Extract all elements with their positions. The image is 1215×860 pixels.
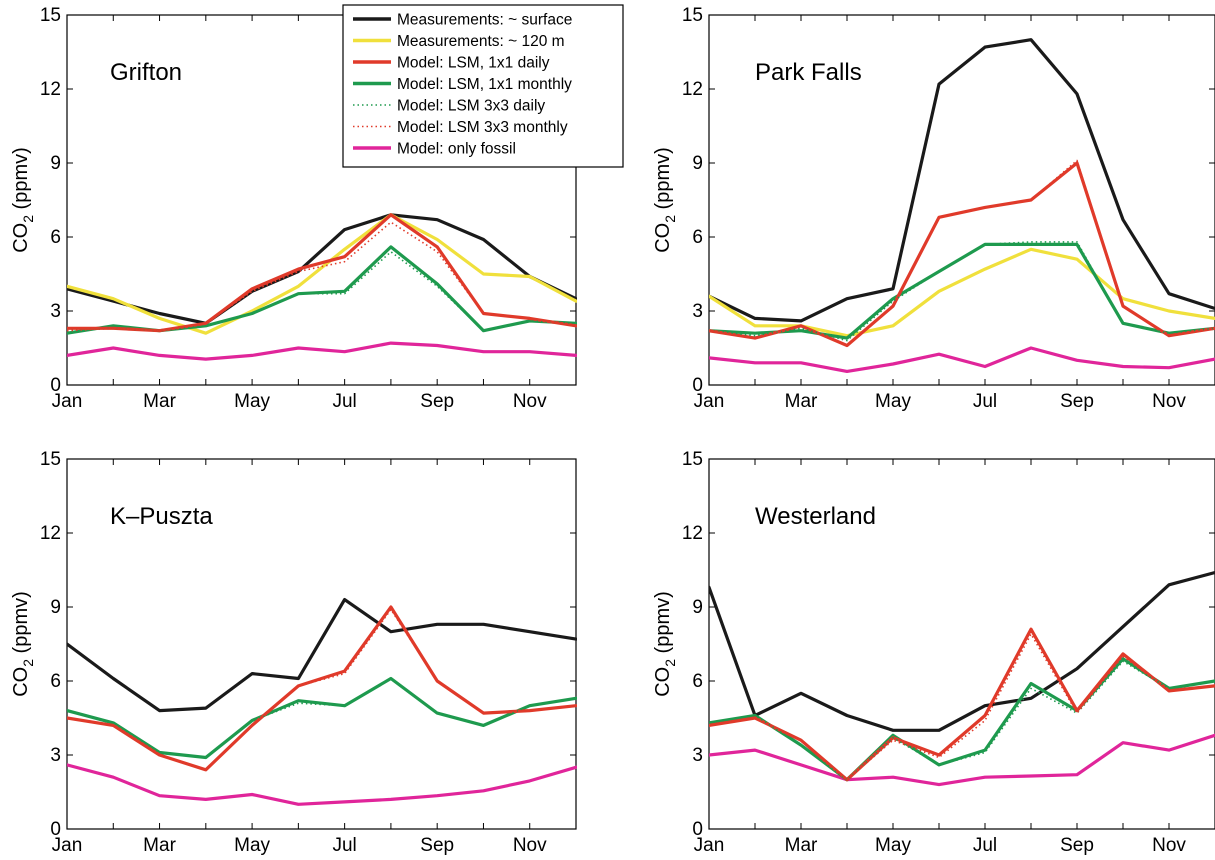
- y-tick-label: 0: [50, 819, 61, 840]
- y-tick-label: 3: [50, 301, 61, 322]
- x-tick-label: Mar: [785, 835, 818, 856]
- series-line-model-lsm-1x1-monthly: [709, 242, 1215, 340]
- series-line-model-lsm-1x1-daily: [67, 605, 577, 772]
- y-tick-label: 15: [40, 449, 61, 470]
- legend-label-model-lsm-1x1-monthly: Model: LSM, 1x1 monthly: [397, 76, 572, 93]
- legend-label-measurements-120-m: Measurements: ~ 120 m: [397, 33, 565, 50]
- x-tick-label: Sep: [1060, 835, 1094, 856]
- series-line-measurements-120-m: [709, 247, 1215, 338]
- series-line-model-lsm-1x1-monthly: [709, 657, 1215, 782]
- y-tick-label: 6: [692, 227, 703, 248]
- station-title: Grifton: [110, 59, 182, 86]
- x-tick-label: Nov: [513, 835, 547, 856]
- panel-park-falls: 0 3 6 9 12 15 Jan Mar May Jul Sep Nov CO2 (ppmv) Park…: [652, 5, 1215, 412]
- series-line-model-lsm-3x3-daily: [709, 660, 1215, 781]
- plot-frame: [708, 458, 1215, 830]
- series-group: [67, 213, 577, 361]
- x-tick-label: Sep: [420, 391, 454, 412]
- y-tick-label: 9: [50, 153, 61, 174]
- y-tick-label: 3: [692, 745, 703, 766]
- y-tick-label: 15: [682, 449, 703, 470]
- series-line-model-lsm-1x1-daily: [709, 627, 1215, 782]
- x-tick-label: May: [234, 835, 270, 856]
- series-line-model-lsm-3x3-monthly: [709, 633, 1215, 781]
- y-axis-label: CO2 (ppmv): [652, 591, 678, 697]
- y-tick-label: 9: [692, 153, 703, 174]
- y-tick-label: 9: [50, 597, 61, 618]
- series-group: [67, 597, 577, 806]
- series-line-model-only-fossil: [709, 346, 1215, 373]
- y-tick-label: 6: [50, 671, 61, 692]
- y-tick-label: 9: [692, 597, 703, 618]
- plot-frame: [708, 14, 1215, 386]
- legend-box: [342, 4, 624, 168]
- legend-label-measurements-surface: Measurements: ~ surface: [397, 12, 572, 29]
- y-axis-label: CO2 (ppmv): [10, 591, 36, 697]
- series-group: [709, 38, 1215, 373]
- x-tick-label: Jul: [332, 835, 356, 856]
- x-tick-label: Jul: [332, 391, 356, 412]
- y-tick-label: 15: [682, 5, 703, 26]
- x-tick-label: Nov: [1152, 391, 1186, 412]
- series-line-model-lsm-1x1-monthly: [67, 245, 577, 335]
- legend-label-model-lsm-1x1-daily: Model: LSM, 1x1 daily: [397, 55, 550, 72]
- series-line-model-only-fossil: [67, 763, 577, 806]
- series-line-measurements-120-m: [67, 213, 577, 335]
- x-tick-label: Mar: [143, 391, 176, 412]
- series-line-measurements-surface: [67, 597, 577, 713]
- x-tick-label: May: [875, 391, 911, 412]
- series-line-measurements-surface: [709, 570, 1215, 732]
- x-tick-label: Mar: [143, 835, 176, 856]
- x-tick-label: Jul: [973, 391, 997, 412]
- series-line-model-lsm-1x1-daily: [709, 161, 1215, 348]
- y-tick-label: 0: [50, 375, 61, 396]
- station-title: Westerland: [755, 503, 876, 530]
- y-axis-label: CO2 (ppmv): [10, 147, 36, 253]
- series-line-model-lsm-3x3-monthly: [709, 159, 1215, 347]
- x-tick-label: Jan: [694, 835, 725, 856]
- x-tick-label: Sep: [420, 835, 454, 856]
- y-tick-label: 12: [682, 79, 703, 100]
- panel-k-puszta: 0 3 6 9 12 15 Jan Mar May Jul Sep Nov CO2 (ppmv) K–Pu…: [10, 449, 577, 856]
- y-tick-label: 3: [692, 301, 703, 322]
- series-line-model-lsm-1x1-daily: [67, 213, 577, 333]
- y-axis-label: CO2 (ppmv): [652, 147, 678, 253]
- y-tick-label: 12: [40, 523, 61, 544]
- legend: Measurements: ~ surface Measurements: ~ 1…: [342, 4, 624, 168]
- station-title: Park Falls: [755, 59, 862, 86]
- series-group: [709, 570, 1215, 787]
- legend-label-model-only-fossil: Model: only fossil: [397, 141, 516, 158]
- y-tick-label: 6: [692, 671, 703, 692]
- x-tick-label: Sep: [1060, 391, 1094, 412]
- x-tick-label: May: [875, 835, 911, 856]
- plot-frame: [66, 14, 577, 386]
- y-tick-label: 12: [682, 523, 703, 544]
- series-line-model-only-fossil: [67, 341, 577, 361]
- x-tick-label: Nov: [513, 391, 547, 412]
- x-tick-label: Jul: [973, 835, 997, 856]
- series-line-measurements-surface: [709, 38, 1215, 323]
- x-tick-label: May: [234, 391, 270, 412]
- x-tick-label: Nov: [1152, 835, 1186, 856]
- y-tick-label: 6: [50, 227, 61, 248]
- panel-westerland: 0 3 6 9 12 15 Jan Mar May Jul Sep Nov CO2 (ppmv) West…: [652, 449, 1215, 856]
- y-tick-label: 0: [692, 375, 703, 396]
- panel-grifton: 0 3 6 9 12 15 Jan Mar May Jul Sep Nov CO2 (ppmv) Grif…: [10, 5, 577, 412]
- x-tick-label: Jan: [694, 391, 725, 412]
- legend-label-model-lsm-3x3-monthly: Model: LSM 3x3 monthly: [397, 119, 568, 136]
- series-line-measurements-surface: [67, 213, 577, 325]
- series-line-model-only-fossil: [709, 733, 1215, 787]
- y-tick-label: 15: [40, 5, 61, 26]
- y-tick-label: 12: [40, 79, 61, 100]
- legend-label-model-lsm-3x3-daily: Model: LSM 3x3 daily: [397, 98, 545, 115]
- x-tick-label: Jan: [52, 835, 83, 856]
- y-tick-label: 0: [692, 819, 703, 840]
- y-tick-label: 3: [50, 745, 61, 766]
- x-tick-label: Jan: [52, 391, 83, 412]
- station-title: K–Puszta: [110, 503, 213, 530]
- x-tick-label: Mar: [785, 391, 818, 412]
- series-line-model-lsm-1x1-monthly: [67, 676, 577, 760]
